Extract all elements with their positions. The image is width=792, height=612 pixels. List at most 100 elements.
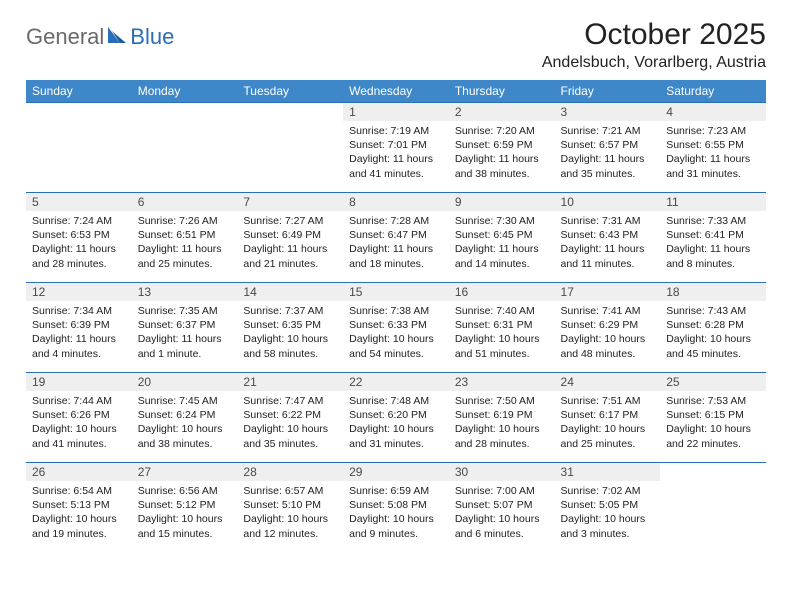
sunset-line: Sunset: 5:13 PM	[32, 498, 126, 512]
logo: General Blue	[26, 18, 174, 50]
day-number-cell: 20	[132, 373, 238, 392]
day-number-cell: 3	[555, 103, 661, 122]
day-number-cell: 26	[26, 463, 132, 482]
sunrise-line: Sunrise: 7:38 AM	[349, 304, 443, 318]
sunrise-line: Sunrise: 7:24 AM	[32, 214, 126, 228]
daylight-line: Daylight: 11 hours and 11 minutes.	[561, 242, 655, 270]
daylight-line: Daylight: 10 hours and 31 minutes.	[349, 422, 443, 450]
sunrise-line: Sunrise: 7:51 AM	[561, 394, 655, 408]
daylight-line: Daylight: 10 hours and 9 minutes.	[349, 512, 443, 540]
logo-sail-icon	[106, 25, 128, 50]
logo-text-general: General	[26, 24, 104, 50]
day-details-row: Sunrise: 6:54 AMSunset: 5:13 PM Daylight:…	[26, 481, 766, 552]
sunrise-line: Sunrise: 7:45 AM	[138, 394, 232, 408]
daylight-line: Daylight: 11 hours and 25 minutes.	[138, 242, 232, 270]
day-details-cell: Sunrise: 7:27 AMSunset: 6:49 PMDaylight:…	[237, 211, 343, 283]
daylight-line: Daylight: 11 hours and 8 minutes.	[666, 242, 760, 270]
sunset-line: Sunset: 6:33 PM	[349, 318, 443, 332]
sunrise-line: Sunrise: 7:02 AM	[561, 484, 655, 498]
day-number-cell: 5	[26, 193, 132, 212]
day-header-row: Sunday Monday Tuesday Wednesday Thursday…	[26, 80, 766, 103]
sunset-line: Sunset: 6:45 PM	[455, 228, 549, 242]
day-number-cell	[660, 463, 766, 482]
sunrise-line: Sunrise: 7:23 AM	[666, 124, 760, 138]
day-number-cell: 28	[237, 463, 343, 482]
sunset-line: Sunset: 5:07 PM	[455, 498, 549, 512]
sunrise-line: Sunrise: 7:33 AM	[666, 214, 760, 228]
day-number-row: 262728293031	[26, 463, 766, 482]
sunset-line: Sunset: 7:01 PM	[349, 138, 443, 152]
day-number-cell	[132, 103, 238, 122]
day-number-cell: 13	[132, 283, 238, 302]
day-details-cell: Sunrise: 7:47 AMSunset: 6:22 PMDaylight:…	[237, 391, 343, 463]
daylight-line: Daylight: 10 hours and 25 minutes.	[561, 422, 655, 450]
sunrise-line: Sunrise: 6:59 AM	[349, 484, 443, 498]
day-number-cell: 30	[449, 463, 555, 482]
header-row: General Blue October 2025 Andelsbuch, Vo…	[26, 18, 766, 72]
day-number-cell	[237, 103, 343, 122]
day-details-row: Sunrise: 7:24 AMSunset: 6:53 PMDaylight:…	[26, 211, 766, 283]
logo-text-blue: Blue	[130, 24, 174, 50]
sunrise-line: Sunrise: 7:44 AM	[32, 394, 126, 408]
daylight-line: Daylight: 10 hours and 45 minutes.	[666, 332, 760, 360]
sunrise-line: Sunrise: 6:54 AM	[32, 484, 126, 498]
day-details-cell: Sunrise: 7:00 AMSunset: 5:07 PMDaylight:…	[449, 481, 555, 552]
sunset-line: Sunset: 6:28 PM	[666, 318, 760, 332]
sunset-line: Sunset: 6:47 PM	[349, 228, 443, 242]
sunset-line: Sunset: 6:43 PM	[561, 228, 655, 242]
day-details-cell: Sunrise: 6:54 AMSunset: 5:13 PMDaylight:…	[26, 481, 132, 552]
day-header: Monday	[132, 80, 238, 103]
sunset-line: Sunset: 5:08 PM	[349, 498, 443, 512]
calendar-page: General Blue October 2025 Andelsbuch, Vo…	[0, 0, 792, 562]
day-number-cell: 10	[555, 193, 661, 212]
day-number-cell: 22	[343, 373, 449, 392]
sunset-line: Sunset: 6:15 PM	[666, 408, 760, 422]
day-number-cell: 8	[343, 193, 449, 212]
sunrise-line: Sunrise: 7:37 AM	[243, 304, 337, 318]
day-number-cell: 7	[237, 193, 343, 212]
day-details-cell: Sunrise: 6:56 AMSunset: 5:12 PMDaylight:…	[132, 481, 238, 552]
daylight-line: Daylight: 11 hours and 28 minutes.	[32, 242, 126, 270]
daylight-line: Daylight: 10 hours and 48 minutes.	[561, 332, 655, 360]
sunset-line: Sunset: 6:19 PM	[455, 408, 549, 422]
sunrise-line: Sunrise: 7:00 AM	[455, 484, 549, 498]
sunrise-line: Sunrise: 7:48 AM	[349, 394, 443, 408]
day-details-cell: Sunrise: 7:37 AMSunset: 6:35 PMDaylight:…	[237, 301, 343, 373]
day-details-cell: Sunrise: 7:33 AMSunset: 6:41 PMDaylight:…	[660, 211, 766, 283]
daylight-line: Daylight: 10 hours and 35 minutes.	[243, 422, 337, 450]
daylight-line: Daylight: 11 hours and 21 minutes.	[243, 242, 337, 270]
day-details-cell: Sunrise: 6:59 AMSunset: 5:08 PMDaylight:…	[343, 481, 449, 552]
day-details-cell: Sunrise: 7:21 AMSunset: 6:57 PMDaylight:…	[555, 121, 661, 193]
day-number-cell: 2	[449, 103, 555, 122]
sunset-line: Sunset: 6:53 PM	[32, 228, 126, 242]
day-number-cell: 18	[660, 283, 766, 302]
day-details-cell: Sunrise: 6:57 AMSunset: 5:10 PMDaylight:…	[237, 481, 343, 552]
day-details-cell: Sunrise: 7:43 AMSunset: 6:28 PMDaylight:…	[660, 301, 766, 373]
sunrise-line: Sunrise: 7:35 AM	[138, 304, 232, 318]
daylight-line: Daylight: 11 hours and 4 minutes.	[32, 332, 126, 360]
sunrise-line: Sunrise: 7:20 AM	[455, 124, 549, 138]
sunrise-line: Sunrise: 7:27 AM	[243, 214, 337, 228]
sunset-line: Sunset: 6:39 PM	[32, 318, 126, 332]
day-header: Tuesday	[237, 80, 343, 103]
sunrise-line: Sunrise: 7:50 AM	[455, 394, 549, 408]
sunset-line: Sunset: 6:22 PM	[243, 408, 337, 422]
sunset-line: Sunset: 6:20 PM	[349, 408, 443, 422]
day-details-row: Sunrise: 7:44 AMSunset: 6:26 PMDaylight:…	[26, 391, 766, 463]
daylight-line: Daylight: 10 hours and 22 minutes.	[666, 422, 760, 450]
sunset-line: Sunset: 6:24 PM	[138, 408, 232, 422]
day-details-cell: Sunrise: 7:38 AMSunset: 6:33 PMDaylight:…	[343, 301, 449, 373]
day-details-row: Sunrise: 7:19 AMSunset: 7:01 PMDaylight:…	[26, 121, 766, 193]
sunset-line: Sunset: 6:17 PM	[561, 408, 655, 422]
day-header: Thursday	[449, 80, 555, 103]
day-details-cell: Sunrise: 7:28 AMSunset: 6:47 PMDaylight:…	[343, 211, 449, 283]
day-number-cell: 16	[449, 283, 555, 302]
day-details-cell: Sunrise: 7:23 AMSunset: 6:55 PMDaylight:…	[660, 121, 766, 193]
day-number-cell: 15	[343, 283, 449, 302]
day-details-cell: Sunrise: 7:31 AMSunset: 6:43 PMDaylight:…	[555, 211, 661, 283]
day-details-cell: Sunrise: 7:02 AMSunset: 5:05 PMDaylight:…	[555, 481, 661, 552]
sunrise-line: Sunrise: 7:43 AM	[666, 304, 760, 318]
daylight-line: Daylight: 10 hours and 28 minutes.	[455, 422, 549, 450]
day-details-cell: Sunrise: 7:24 AMSunset: 6:53 PMDaylight:…	[26, 211, 132, 283]
sunrise-line: Sunrise: 7:53 AM	[666, 394, 760, 408]
